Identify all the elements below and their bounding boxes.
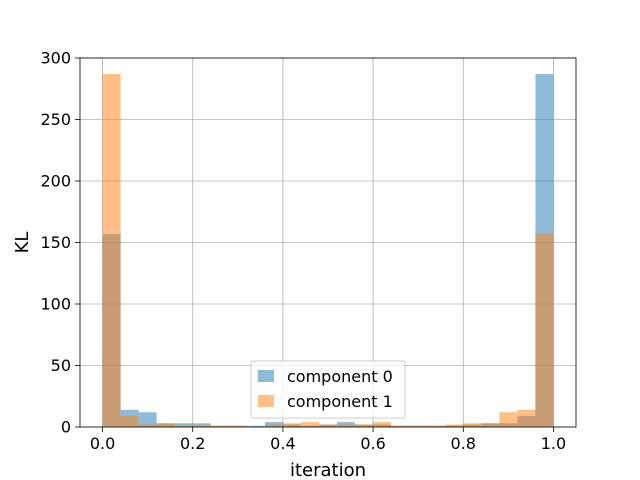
bar-series-1-bin-15 <box>373 422 392 427</box>
y-axis-label: KL <box>12 232 33 254</box>
x-axis-label: iteration <box>290 460 366 480</box>
bar-series-0-bin-2 <box>138 412 157 427</box>
bar-series-1-bin-20 <box>463 423 482 427</box>
x-tick-label: 0.2 <box>180 434 205 453</box>
bar-series-1-bin-2 <box>138 424 157 427</box>
legend-label: component 0 <box>287 367 393 386</box>
bar-series-1-bin-16 <box>391 425 410 427</box>
y-tick-label: 200 <box>40 172 71 191</box>
bar-series-0-bin-5 <box>192 423 211 427</box>
legend-swatch <box>258 370 274 382</box>
bar-series-1-bin-19 <box>445 424 464 427</box>
x-tick-label: 0.6 <box>360 434 385 453</box>
bar-series-0-bin-9 <box>264 422 283 427</box>
bars <box>102 73 554 428</box>
y-tick-label: 50 <box>51 356 71 375</box>
bar-series-1-bin-23 <box>517 409 536 427</box>
x-tick-label: 0.4 <box>270 434 295 453</box>
y-tick-label: 0 <box>61 418 71 437</box>
bar-series-1-bin-3 <box>156 423 175 427</box>
axis-ticks: 0.0 0.2 0.4 0.6 0.8 1.0 0 50 100 150 200 250 300 <box>40 49 566 454</box>
bar-series-0-bin-13 <box>337 422 356 427</box>
bar-series-1-bin-13 <box>337 424 356 427</box>
bar-series-0-bin-8 <box>246 425 265 427</box>
bar-series-1-bin-4 <box>174 425 193 427</box>
y-tick-label: 250 <box>40 110 71 129</box>
bar-series-1-bin-12 <box>318 424 338 427</box>
bar-series-1-bin-22 <box>499 412 518 427</box>
bar-series-1-bin-0 <box>102 73 121 428</box>
legend: component 0 component 1 <box>250 360 406 419</box>
x-tick-label: 0.8 <box>451 434 476 453</box>
bar-series-1-bin-7 <box>228 425 247 427</box>
legend-box <box>250 360 406 419</box>
bar-series-1-bin-9 <box>264 424 283 427</box>
bar-series-1-bin-1 <box>120 415 139 427</box>
bar-series-1-bin-10 <box>282 423 301 427</box>
bar-series-1-bin-21 <box>481 423 500 427</box>
legend-swatch <box>258 395 274 407</box>
bar-series-1-bin-14 <box>355 424 374 427</box>
y-tick-label: 100 <box>40 295 71 314</box>
legend-label: component 1 <box>287 392 393 411</box>
bar-series-1-bin-17 <box>409 425 428 427</box>
bar-series-1-bin-5 <box>192 425 211 427</box>
bar-series-1-bin-6 <box>210 425 229 427</box>
bar-series-1-bin-24 <box>535 233 554 427</box>
x-tick-label: 0.0 <box>90 434 115 453</box>
y-tick-label: 300 <box>40 49 71 68</box>
x-tick-label: 1.0 <box>541 434 566 453</box>
bar-series-1-bin-11 <box>300 422 319 427</box>
y-tick-label: 150 <box>40 233 71 252</box>
bar-series-0-bin-4 <box>174 423 193 427</box>
bar-series-1-bin-18 <box>427 425 446 427</box>
